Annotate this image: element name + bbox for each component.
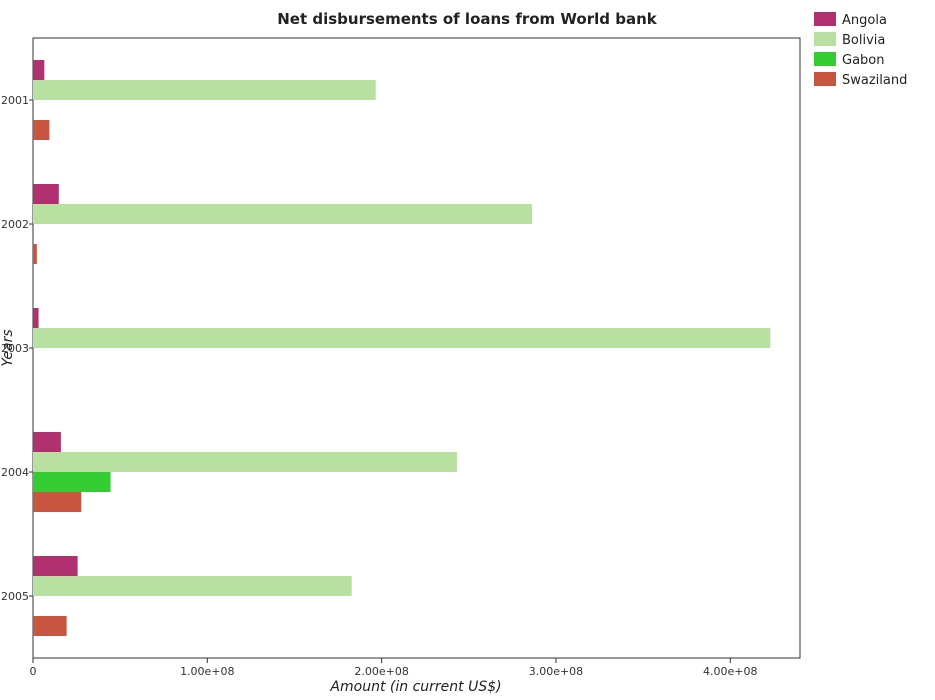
bar-angola-2005: [33, 556, 78, 576]
bar-angola-2003: [33, 308, 39, 328]
x-tick-label: 0: [30, 665, 37, 678]
legend-label-gabon: Gabon: [842, 53, 885, 68]
x-tick-label: 3.00e+08: [529, 665, 583, 678]
bars-group: [33, 60, 771, 636]
bar-angola-2002: [33, 184, 59, 204]
legend-swatch-gabon: [814, 52, 836, 66]
bar-swaziland-2002: [33, 244, 37, 264]
bar-swaziland-2001: [33, 120, 50, 140]
bar-swaziland-2005: [33, 616, 67, 636]
x-axis-label: Amount (in current US$): [329, 679, 501, 695]
legend-swatch-angola: [814, 12, 836, 26]
y-tick-label: 2004: [1, 466, 29, 479]
legend-label-angola: Angola: [842, 13, 887, 28]
bar-angola-2004: [33, 432, 61, 452]
y-tick-label: 2001: [1, 94, 29, 107]
bar-bolivia-2002: [33, 204, 533, 224]
x-tick-label: 1.00e+08: [180, 665, 234, 678]
bar-bolivia-2003: [33, 328, 771, 348]
x-tick-label: 2.00e+08: [354, 665, 408, 678]
x-axis: 0 1.00e+08 2.00e+08 3.00e+08 4.00e+08: [30, 658, 758, 678]
legend-swatch-swaziland: [814, 72, 836, 86]
bar-swaziland-2004: [33, 492, 82, 512]
legend: Angola Bolivia Gabon Swaziland: [814, 12, 907, 88]
legend-label-swaziland: Swaziland: [842, 73, 907, 88]
y-axis-label: Years: [0, 329, 16, 366]
y-tick-label: 2005: [1, 590, 29, 603]
x-tick-label: 4.00e+08: [703, 665, 757, 678]
bar-gabon-2004: [33, 472, 111, 492]
legend-swatch-bolivia: [814, 32, 836, 46]
y-tick-label: 2003: [1, 342, 29, 355]
bar-angola-2001: [33, 60, 45, 80]
chart-title: Net disbursements of loans from World ba…: [277, 10, 658, 28]
bar-bolivia-2004: [33, 452, 457, 472]
bar-bolivia-2001: [33, 80, 376, 100]
legend-label-bolivia: Bolivia: [842, 33, 885, 48]
y-axis: 2001 2002 2003 2004 2005: [1, 94, 33, 603]
bar-bolivia-2005: [33, 576, 352, 596]
y-tick-label: 2002: [1, 218, 29, 231]
